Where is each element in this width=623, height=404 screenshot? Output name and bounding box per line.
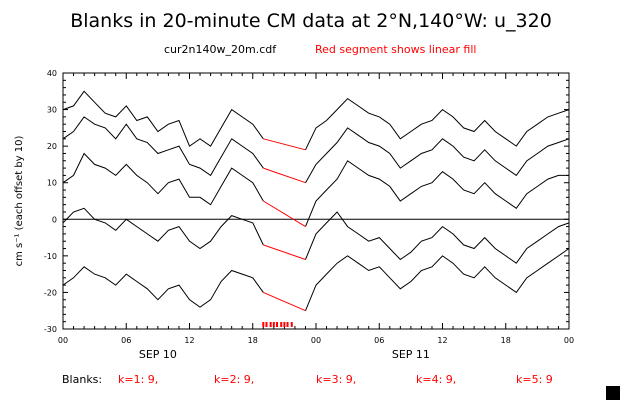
gap-marker — [275, 322, 278, 327]
fill-segment-5 — [263, 291, 306, 312]
fill-segment-4 — [263, 244, 306, 260]
gap-marker — [286, 322, 289, 327]
gap-marker — [262, 322, 265, 327]
blanks-k5: k=5: 9 — [516, 373, 553, 386]
x-tick-label: 06 — [121, 336, 131, 345]
x-axis: 00 06 12 18 00 06 12 18 00 SEP 10 SEP 11 — [58, 73, 574, 361]
blanks-k1: k=1: 9, — [118, 373, 158, 386]
corner-square-marker — [606, 386, 620, 400]
y-tick-label: 30 — [47, 106, 57, 115]
gap-marker — [272, 322, 275, 327]
series-group — [62, 90, 570, 312]
gap-marker — [283, 322, 286, 327]
x-tick-label: 12 — [184, 336, 194, 345]
blanks-k2: k=2: 9, — [214, 373, 254, 386]
y-tick-label: 10 — [47, 179, 57, 188]
series-line-2-part1 — [62, 116, 264, 177]
x-tick-label: 00 — [564, 336, 574, 345]
x-tick-label: 18 — [501, 336, 511, 345]
gap-marker — [269, 322, 272, 327]
series-line-3-part1 — [62, 152, 264, 206]
chart-subtitle-file: cur2n140w_20m.cdf — [164, 43, 277, 56]
chart-subtitle-fill-note: Red segment shows linear fill — [315, 43, 476, 56]
fill-segment-2 — [263, 167, 306, 184]
series-line-3-part2 — [305, 160, 569, 227]
series-line-4-part1 — [62, 207, 264, 250]
y-axis: -30 -20 -10 0 10 20 30 40 — [44, 69, 569, 334]
series-line-5-part2 — [305, 248, 570, 311]
x-tick-label: 18 — [248, 336, 258, 345]
series-line-4-part2 — [305, 211, 570, 264]
y-tick-label: 0 — [52, 215, 57, 224]
y-axis-label: cm s⁻¹ (each offset by 10) — [14, 135, 25, 266]
series-line-2-part2 — [305, 127, 570, 183]
blanks-label: Blanks: — [62, 373, 102, 386]
gap-markers — [262, 322, 293, 327]
fill-segment-3 — [263, 200, 306, 228]
blanks-k4: k=4: 9, — [416, 373, 456, 386]
y-tick-label: 20 — [47, 142, 57, 151]
blanks-k3: k=3: 9, — [316, 373, 356, 386]
x-tick-label: 00 — [58, 336, 68, 345]
x-tick-label: 06 — [374, 336, 384, 345]
series-line-1-part1 — [62, 90, 264, 147]
gap-marker — [280, 322, 283, 327]
x-tick-label: 00 — [311, 336, 321, 345]
x-date-label: SEP 11 — [392, 348, 430, 361]
y-tick-label: -20 — [44, 288, 57, 297]
x-tick-label: 12 — [437, 336, 447, 345]
x-date-label: SEP 10 — [139, 348, 177, 361]
gap-marker — [290, 322, 293, 327]
series-line-5-part1 — [62, 266, 264, 308]
y-tick-label: 40 — [47, 69, 57, 78]
y-tick-label: -10 — [44, 252, 57, 261]
chart-title: Blanks in 20-minute CM data at 2°N,140°W… — [70, 10, 552, 32]
y-tick-label: -30 — [44, 325, 57, 334]
gap-marker — [265, 322, 268, 327]
fill-segment-1 — [263, 138, 306, 151]
series-line-1-part2 — [305, 97, 570, 151]
